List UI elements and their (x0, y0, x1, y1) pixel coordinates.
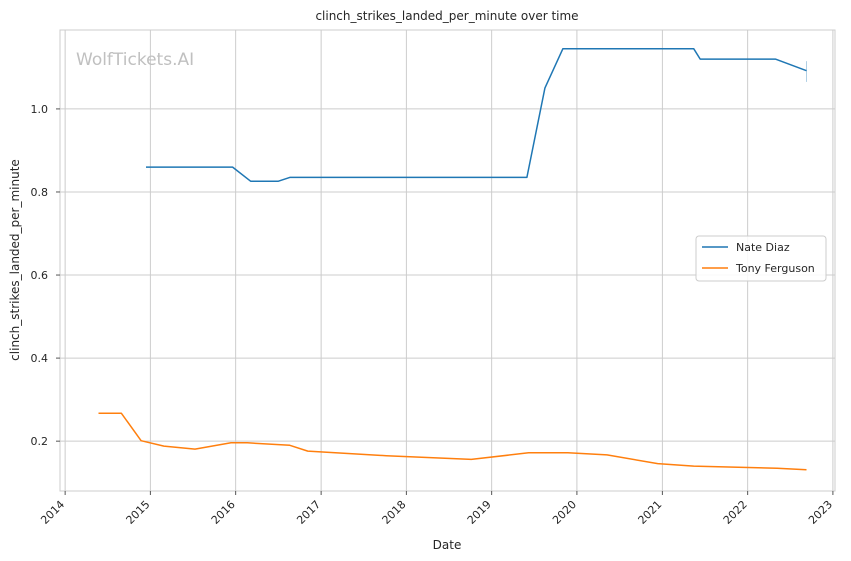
legend-label-tony-ferguson: Tony Ferguson (735, 262, 815, 275)
legend-box (695, 235, 827, 282)
x-tick-label: 2016 (209, 498, 238, 527)
x-tick-labels: 2014 2015 2016 2017 2018 2019 2020 2021 2022 2023 (38, 491, 835, 527)
x-tick-label: 2018 (380, 498, 409, 527)
series-layer (98, 47, 808, 471)
x-axis-label: Date (433, 538, 462, 552)
y-axis-label: clinch_strikes_landed_per_minute (8, 159, 22, 361)
x-tick-label: 2020 (550, 498, 579, 527)
y-tick-label: 0.6 (31, 269, 49, 282)
series-line-tony-ferguson (98, 412, 807, 471)
x-tick-label: 2021 (636, 498, 665, 527)
y-tick-labels: 0.2 0.4 0.6 0.8 1.0 (31, 103, 60, 448)
y-tick-label: 0.2 (31, 435, 49, 448)
y-tick-label: 0.4 (31, 352, 49, 365)
grid (60, 30, 835, 491)
x-tick-label: 2015 (124, 498, 153, 527)
x-tick-label: 2022 (721, 498, 750, 527)
legend: Nate Diaz Tony Ferguson (695, 235, 827, 282)
x-tick-label: 2023 (806, 498, 835, 527)
chart-title: clinch_strikes_landed_per_minute over ti… (315, 9, 578, 23)
legend-label-nate-diaz: Nate Diaz (736, 241, 790, 254)
y-tick-label: 1.0 (31, 103, 49, 116)
series-line-nate-diaz (146, 47, 807, 182)
x-tick-label: 2017 (294, 498, 323, 527)
watermark: WolfTickets.AI (76, 50, 194, 70)
y-tick-label: 0.8 (31, 186, 49, 199)
x-tick-label: 2019 (465, 498, 494, 527)
x-tick-label: 2014 (38, 498, 67, 527)
